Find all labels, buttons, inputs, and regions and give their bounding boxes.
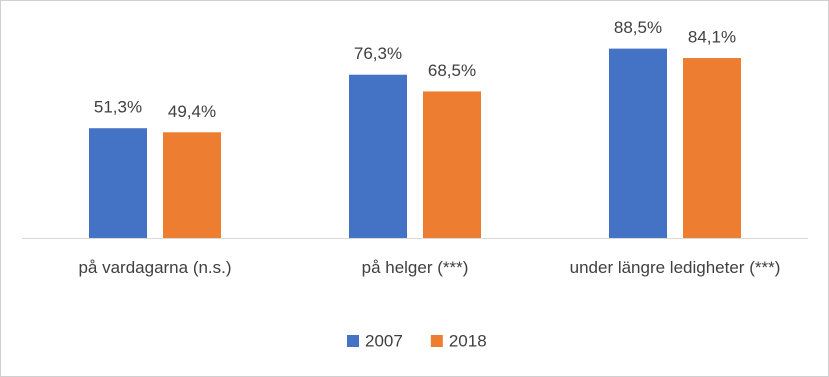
bar: [349, 74, 407, 238]
legend-label: 2007: [365, 331, 403, 350]
legend-label: 2018: [449, 331, 487, 350]
value-label: 88,5%: [614, 18, 662, 37]
x-tick-label: på vardagarna (n.s.): [78, 258, 232, 277]
x-tick-label: under längre ledigheter (***): [569, 258, 781, 277]
value-label: 49,4%: [168, 102, 216, 121]
legend-swatch: [347, 335, 359, 347]
bar: [89, 128, 147, 238]
bar: [423, 91, 481, 238]
legend-swatch: [430, 335, 443, 347]
value-label: 76,3%: [354, 44, 402, 63]
x-tick-label-box: på vardagarna (n.s.): [78, 258, 232, 277]
bar: [163, 132, 221, 238]
bar: [683, 58, 741, 238]
value-label: 84,1%: [688, 28, 736, 47]
x-tick-label-box: på helger (***): [361, 258, 469, 277]
value-label: 51,3%: [94, 98, 142, 117]
x-tick-label-box: under längre ledigheter (***): [569, 258, 781, 277]
bar: [609, 48, 667, 238]
value-label: 68,5%: [428, 61, 476, 80]
x-tick-label: på helger (***): [361, 258, 469, 277]
